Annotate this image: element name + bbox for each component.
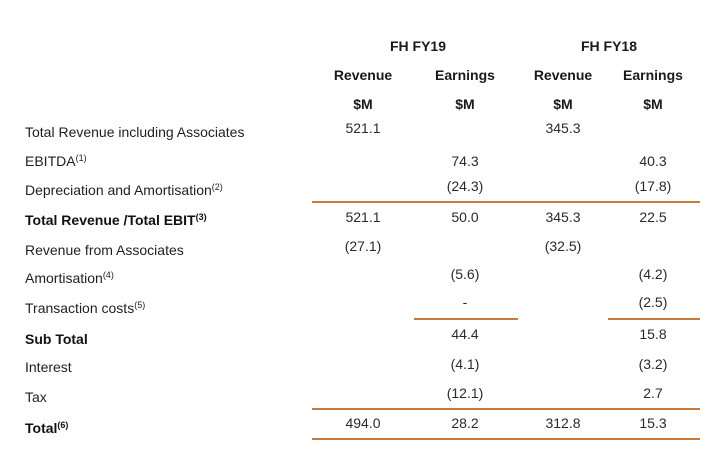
cell-value: (27.1) (344, 238, 382, 254)
cell-value: 22.5 (639, 209, 667, 225)
cell-value: 521.1 (345, 209, 381, 225)
table-rule (312, 408, 700, 410)
cell-value: (12.1) (446, 385, 484, 401)
row-label: EBITDA(1) (25, 153, 87, 169)
cell-value: (24.3) (446, 178, 484, 194)
cell-value: 44.4 (451, 326, 479, 342)
cell-value: (4.1) (450, 356, 480, 372)
row-label: Total Revenue /Total EBIT(3) (25, 212, 207, 228)
row-label: Transaction costs(5) (25, 300, 146, 316)
unit-label: $M (455, 96, 475, 112)
period-header-fy19: FH FY19 (389, 38, 446, 54)
cell-value: (3.2) (638, 356, 668, 372)
row-label: Amortisation(4) (25, 270, 114, 286)
cell-value: 74.3 (451, 153, 479, 169)
cell-value: 15.3 (639, 415, 667, 431)
cell-value: 521.1 (345, 120, 381, 136)
cell-value: 50.0 (451, 209, 479, 225)
cell-value: 312.8 (545, 415, 581, 431)
cell-value: 345.3 (545, 120, 581, 136)
cell-value: (32.5) (544, 238, 582, 254)
row-label: Interest (25, 359, 72, 375)
row-label: Depreciation and Amortisation(2) (25, 182, 223, 198)
table-rule (312, 438, 700, 440)
column-header-revenue-fy19: Revenue (333, 67, 393, 83)
cell-value: 2.7 (643, 385, 663, 401)
column-header-earnings-fy18: Earnings (623, 67, 683, 83)
table-rule (608, 318, 700, 320)
cell-value: (2.5) (638, 294, 668, 310)
row-label: Total(6) (25, 420, 69, 436)
table-rule (312, 201, 700, 203)
unit-label: $M (643, 96, 663, 112)
row-label: Sub Total (25, 331, 88, 347)
table-rule (414, 318, 518, 320)
row-label: Revenue from Associates (25, 242, 184, 258)
row-label: Tax (25, 389, 47, 405)
row-label: Total Revenue including Associates (25, 124, 245, 140)
unit-label: $M (353, 96, 373, 112)
cell-value: 28.2 (451, 415, 479, 431)
cell-value: (4.2) (638, 266, 668, 282)
cell-value: 494.0 (345, 415, 381, 431)
period-header-fy18: FH FY18 (580, 38, 637, 54)
column-header-earnings-fy19: Earnings (435, 67, 495, 83)
cell-value: (17.8) (634, 178, 672, 194)
column-header-revenue-fy18: Revenue (533, 67, 593, 83)
cell-value: 15.8 (639, 326, 667, 342)
cell-value: 345.3 (545, 209, 581, 225)
cell-value: - (462, 294, 468, 310)
unit-label: $M (553, 96, 573, 112)
cell-value: (5.6) (450, 266, 480, 282)
cell-value: 40.3 (639, 153, 667, 169)
